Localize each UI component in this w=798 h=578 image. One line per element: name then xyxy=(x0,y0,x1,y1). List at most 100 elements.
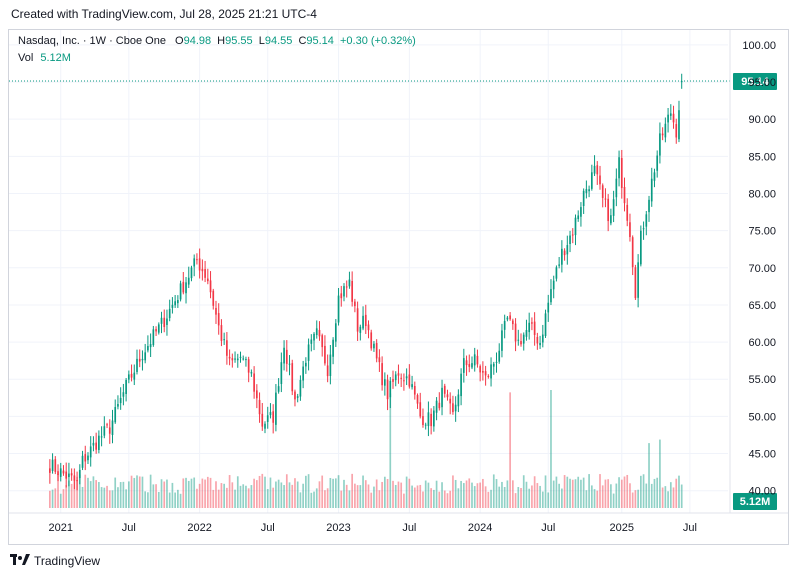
candle-body xyxy=(171,304,174,308)
candle-body xyxy=(98,435,100,450)
candle-body xyxy=(62,470,65,474)
candle-body xyxy=(152,329,155,346)
candle-body xyxy=(386,379,389,400)
candle-body xyxy=(512,320,514,325)
candle-body xyxy=(580,207,582,217)
low-label: L xyxy=(258,35,265,47)
open-value: 94.98 xyxy=(183,35,212,47)
last-price-label: 95.14 xyxy=(741,76,769,88)
candle-body xyxy=(269,412,272,416)
candle-body xyxy=(596,165,599,175)
candle-body xyxy=(476,355,479,365)
volume-bar xyxy=(476,483,479,508)
volume-bar xyxy=(348,490,351,508)
candle-body xyxy=(492,363,495,367)
candle-body xyxy=(84,454,87,462)
candle-body xyxy=(522,334,525,344)
volume-bar xyxy=(119,482,122,508)
volume-bar xyxy=(255,480,258,508)
volume-bar xyxy=(522,475,525,508)
candle-body xyxy=(585,189,588,194)
volume-bar xyxy=(408,478,411,508)
candle-body xyxy=(215,307,217,315)
volume-bar xyxy=(585,490,588,508)
candle-body xyxy=(514,323,517,342)
candle-body xyxy=(204,269,206,278)
candle-body xyxy=(680,80,683,83)
volume-bar xyxy=(92,476,95,508)
price-tick-label: 75.00 xyxy=(748,226,776,238)
candle-body xyxy=(198,258,201,271)
candle-body xyxy=(509,315,511,320)
volume-bar xyxy=(642,474,645,508)
volume-bar xyxy=(280,482,283,508)
candle-body xyxy=(212,290,215,306)
volume-bar xyxy=(329,477,332,508)
volume-bar xyxy=(550,390,552,508)
volume-bar xyxy=(413,487,416,508)
volume-bar xyxy=(490,489,492,508)
candle-body xyxy=(577,215,580,220)
volume-bar xyxy=(78,474,81,508)
candle-body xyxy=(650,178,653,202)
footer-branding[interactable]: TradingView xyxy=(10,553,100,568)
candle-body xyxy=(307,344,310,361)
price-tick-label: 70.00 xyxy=(748,263,776,275)
volume-bar xyxy=(87,477,89,508)
volume-bar xyxy=(604,479,607,508)
candle-body xyxy=(462,358,465,373)
volume-bar xyxy=(130,475,133,508)
candle-body xyxy=(133,372,136,380)
candle-body xyxy=(378,357,381,363)
volume-bar xyxy=(411,485,413,508)
volume-bar xyxy=(669,482,672,508)
volume-bar xyxy=(220,483,223,508)
candle-body xyxy=(669,113,672,116)
volume-bar xyxy=(242,484,245,508)
volume-bar xyxy=(514,493,517,508)
candle-body xyxy=(138,358,141,362)
volume-bar xyxy=(285,474,288,508)
candle-body xyxy=(78,469,81,479)
volume-bar xyxy=(460,480,462,508)
chart-overlay: 95.14 5.12M xyxy=(9,72,777,510)
candle-body xyxy=(166,318,168,325)
time-tick-label: 2024 xyxy=(468,522,492,534)
volume-bar xyxy=(482,478,484,508)
candle-body xyxy=(433,410,435,427)
candle-body xyxy=(144,352,147,361)
price-axis: 40.00 45.00 50.00 55.00 60.00 65.00 70.00 75.00… xyxy=(729,30,776,513)
volume-bar xyxy=(125,489,127,508)
candle-body xyxy=(231,358,234,361)
candle-body xyxy=(168,308,171,319)
candle-body xyxy=(291,363,294,392)
volume-bar xyxy=(100,487,103,508)
time-tick-label: 2023 xyxy=(326,522,350,534)
volume-bar xyxy=(163,481,166,508)
candle-body xyxy=(452,403,454,413)
candle-body xyxy=(375,343,378,359)
volume-bar xyxy=(343,479,345,508)
volume-bar xyxy=(446,493,449,508)
change-value: +0.30 (+0.32%) xyxy=(339,35,416,47)
volume-bar xyxy=(299,492,302,508)
volume-bar xyxy=(62,489,65,508)
volume-bar xyxy=(103,487,106,508)
volume-bar xyxy=(234,489,236,508)
candle-body xyxy=(541,334,544,343)
volume-bar xyxy=(419,484,422,508)
volume-bar xyxy=(174,492,176,508)
candle-body xyxy=(443,385,446,394)
candle-body xyxy=(484,371,487,376)
volume-bar xyxy=(288,482,291,508)
candle-body xyxy=(242,358,245,360)
candle-body xyxy=(457,394,460,407)
time-tick-label: 2021 xyxy=(49,522,73,534)
candle-body xyxy=(422,416,424,425)
candle-body xyxy=(261,413,264,427)
volume-bar xyxy=(599,474,601,508)
volume-bar xyxy=(201,478,204,508)
candle-body xyxy=(471,363,473,368)
volume-bar xyxy=(392,480,394,508)
